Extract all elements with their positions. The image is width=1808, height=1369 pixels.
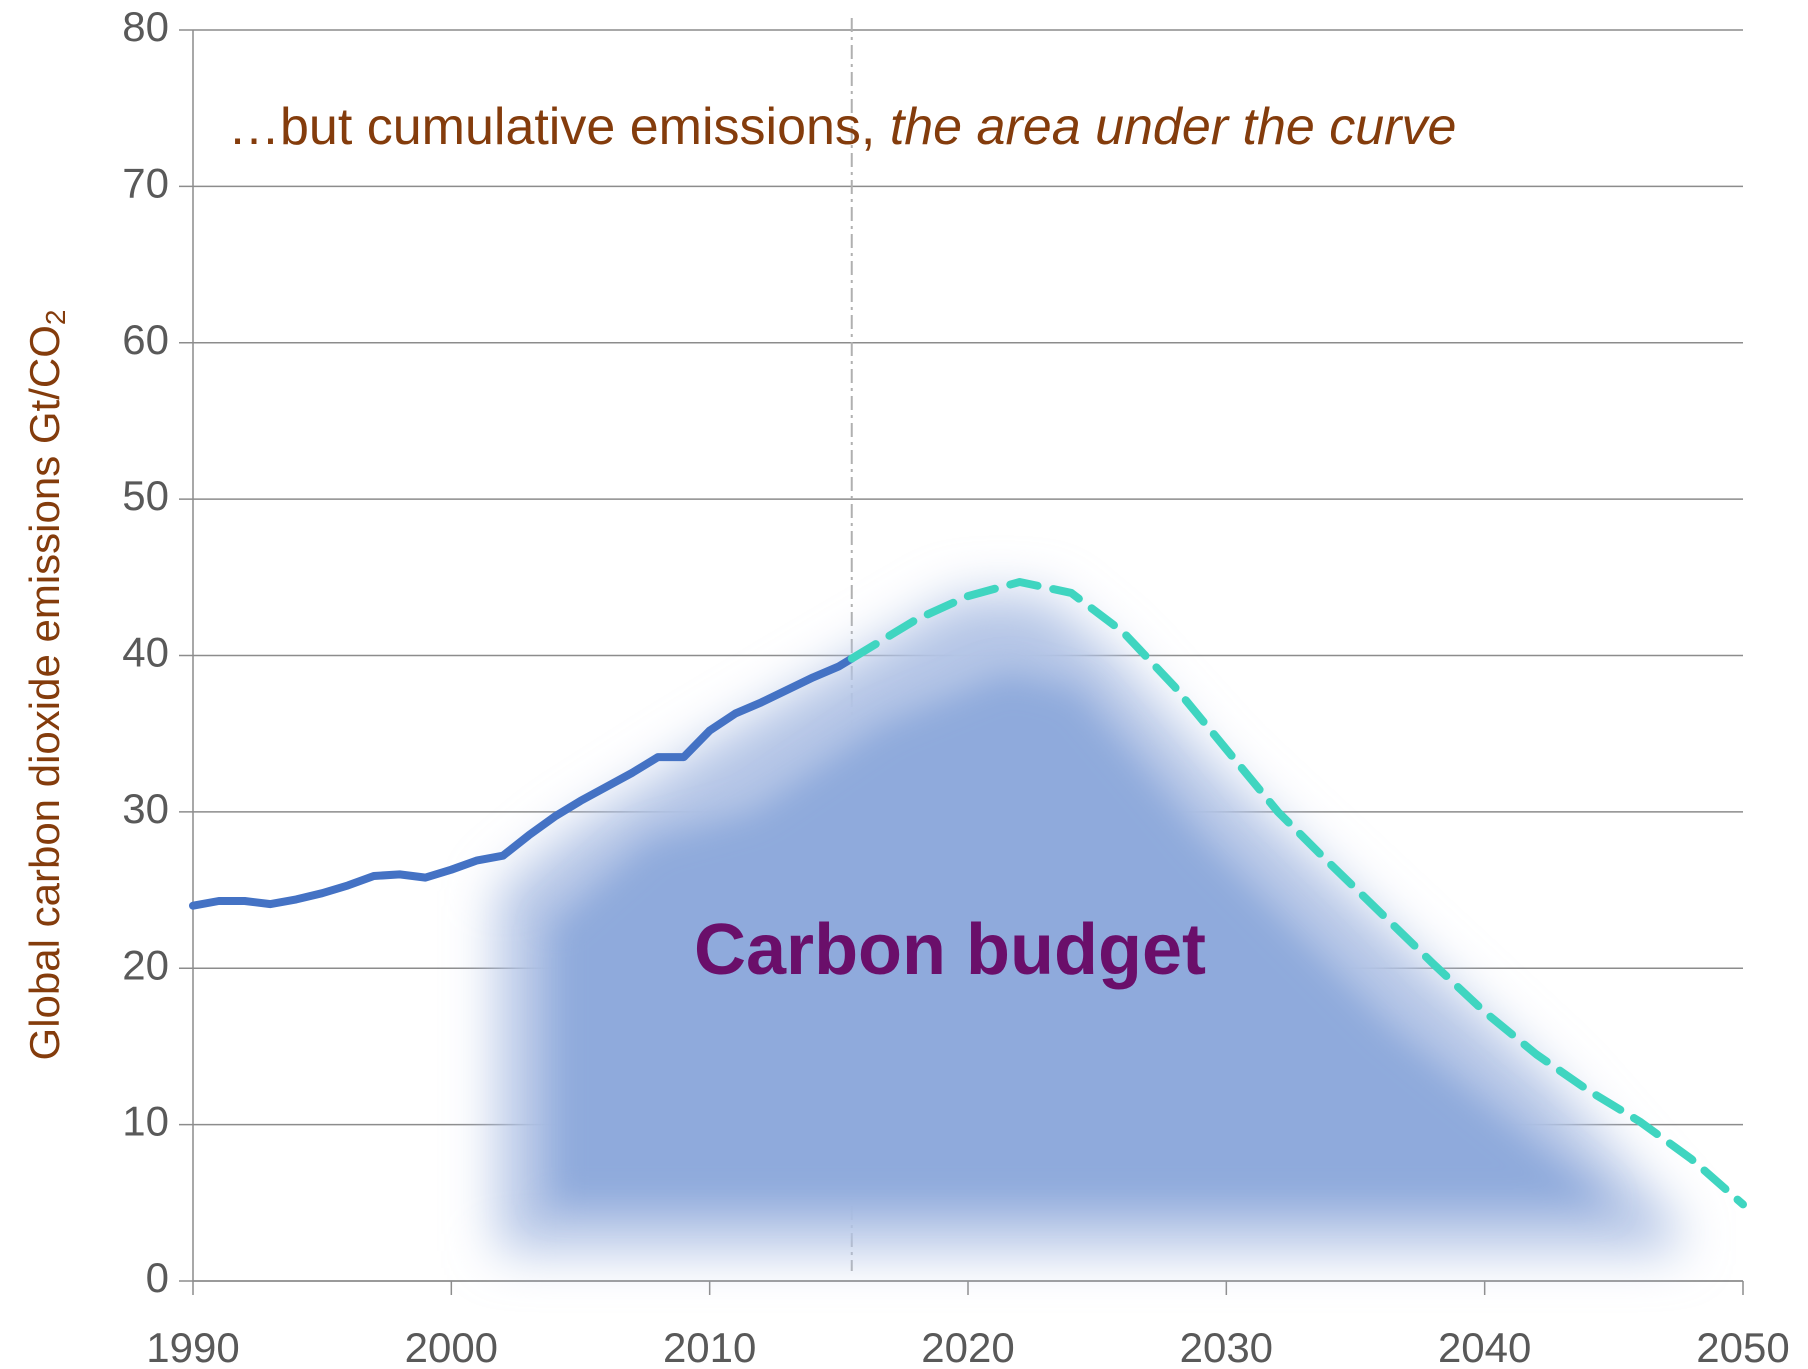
plot (189, 578, 1747, 1209)
annotation-text: …but cumulative emissions, (228, 98, 890, 156)
carbon-budget-area (498, 596, 1680, 1252)
y-tick-label: 10 (122, 1098, 169, 1145)
budget-inner (550, 671, 1611, 1205)
y-tick-label: 50 (122, 472, 169, 519)
y-tick-label: 20 (122, 941, 169, 988)
y-tick-label: 80 (122, 3, 169, 50)
area-label: Carbon budget (694, 910, 1206, 990)
x-tick-label: 2040 (1438, 1324, 1531, 1369)
x-tick-label: 2010 (663, 1324, 756, 1369)
y-tick-label: 40 (122, 629, 169, 676)
x-tick-label: 2030 (1180, 1324, 1273, 1369)
y-tick-label: 70 (122, 159, 169, 206)
y-tick-label: 0 (146, 1254, 169, 1301)
projection-line (847, 578, 1747, 1209)
emissions-line (189, 654, 856, 910)
y-tick-label: 30 (122, 785, 169, 832)
x-tick-label: 2050 (1696, 1324, 1789, 1369)
y-tick-label: 60 (122, 316, 169, 363)
y-label-subscript: 2 (40, 310, 71, 326)
annotation-italic: the area under the curve (890, 98, 1457, 156)
y-label-text: Global carbon dioxide emissions Gt/CO (21, 325, 68, 1060)
y-axis-label: Global carbon dioxide emissions Gt/CO2 (21, 310, 71, 1061)
annotation: …but cumulative emissions, the area unde… (228, 98, 1456, 156)
x-tick-label: 1990 (146, 1324, 239, 1369)
x-tick-label: 2000 (405, 1324, 498, 1369)
x-tick-label: 2020 (921, 1324, 1014, 1369)
